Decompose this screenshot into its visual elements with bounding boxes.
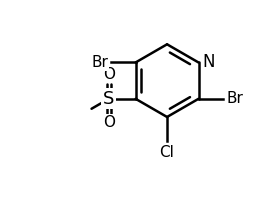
Text: S: S [103,90,114,108]
Text: Br: Br [91,55,108,70]
Text: O: O [103,67,115,82]
Text: Cl: Cl [160,145,175,160]
Text: O: O [103,115,115,130]
Text: Br: Br [226,91,243,106]
Text: N: N [202,53,215,72]
